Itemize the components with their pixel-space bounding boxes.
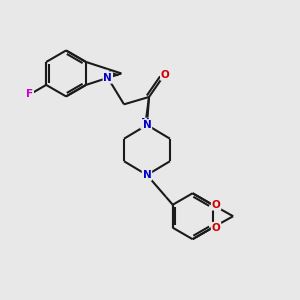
Text: F: F <box>26 89 33 100</box>
Text: O: O <box>161 70 170 80</box>
Text: O: O <box>212 223 220 233</box>
Text: N: N <box>142 120 152 130</box>
Text: N: N <box>141 118 150 128</box>
Text: N: N <box>142 170 152 180</box>
Text: O: O <box>212 200 220 210</box>
Text: N: N <box>103 73 112 83</box>
